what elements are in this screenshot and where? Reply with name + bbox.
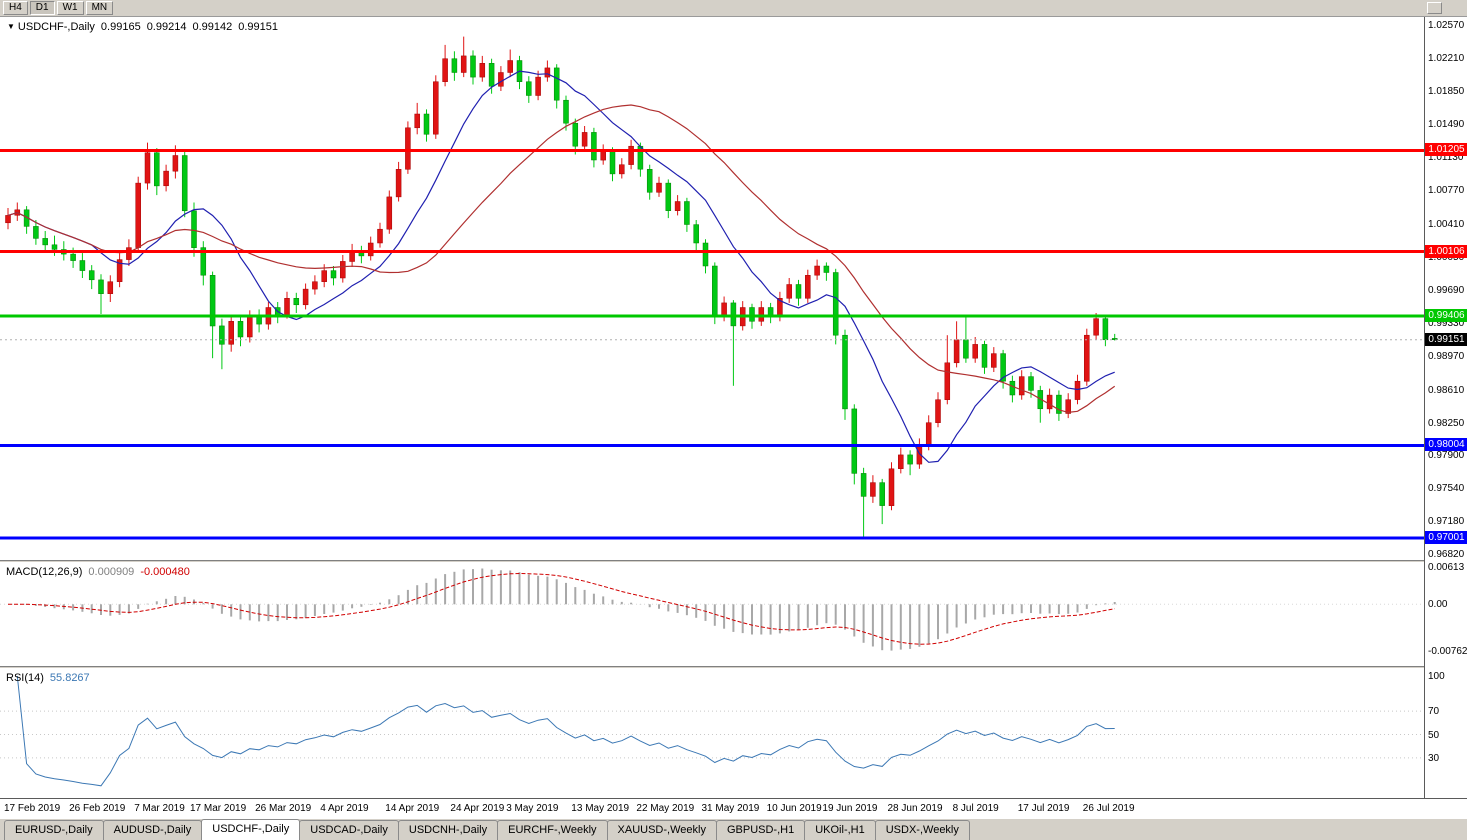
price-chart-canvas[interactable] — [0, 17, 1424, 818]
toolbar-mini-button[interactable] — [1427, 2, 1442, 14]
date-label: 28 Jun 2019 — [887, 803, 943, 814]
timeframe-button-w1[interactable]: W1 — [56, 1, 84, 15]
level-price-badge: 1.00106 — [1425, 244, 1467, 258]
time-axis[interactable]: 17 Feb 2019 26 Feb 2019 7 Mar 2019 17 Mar 2… — [0, 798, 1467, 818]
price-tick: 0.98250 — [1428, 417, 1465, 429]
chart-tab-eurusd-daily[interactable]: EURUSD-,Daily — [4, 820, 104, 840]
chart-tab-gbpusd-h1[interactable]: GBPUSD-,H1 — [715, 820, 806, 840]
macd-main-value: 0.000909 — [88, 566, 135, 578]
date-label: 31 May 2019 — [701, 803, 760, 814]
chart-symbol-label: USDCHF-,Daily — [17, 21, 95, 33]
price-tick: 0.97540 — [1428, 483, 1465, 495]
high-value: 0.99214 — [146, 21, 187, 33]
chart-tab-xauusd-weekly[interactable]: XAUUSD-,Weekly — [606, 820, 717, 840]
level-price-badge: 0.98004 — [1425, 438, 1467, 452]
date-label: 7 Mar 2019 — [134, 803, 185, 814]
chart-tab-usdcad-daily[interactable]: USDCAD-,Daily — [299, 820, 399, 840]
date-label: 17 Mar 2019 — [190, 803, 247, 814]
price-axis[interactable]: 1.02570 1.02210 1.01850 1.01490 1.01130 1.007… — [1424, 17, 1467, 798]
level-price-badge: 1.01205 — [1425, 143, 1467, 157]
date-label: 17 Feb 2019 — [4, 803, 61, 814]
date-label: 17 Jul 2019 — [1017, 803, 1070, 814]
price-tick: 0.99690 — [1428, 284, 1465, 296]
macd-indicator-label: MACD(12,26,9) 0.000909 -0.000480 — [6, 566, 190, 578]
chart-tab-audusd-daily[interactable]: AUDUSD-,Daily — [102, 820, 203, 840]
chart-tab-usdchf-daily[interactable]: USDCHF-,Daily — [201, 819, 301, 840]
macd-tick: -0.00762 — [1428, 645, 1467, 657]
date-label: 4 Apr 2019 — [320, 803, 369, 814]
price-tick: 1.00410 — [1428, 218, 1465, 230]
rsi-tick: 100 — [1428, 671, 1445, 682]
timeframe-button-mn[interactable]: MN — [85, 1, 114, 15]
macd-signal-value: -0.000480 — [140, 566, 190, 578]
open-value: 0.99165 — [100, 21, 141, 33]
date-label: 26 Feb 2019 — [69, 803, 126, 814]
timeframe-button-h4[interactable]: H4 — [3, 1, 28, 15]
price-tick: 1.01850 — [1428, 85, 1465, 97]
date-label: 24 Apr 2019 — [450, 803, 505, 814]
date-label: 8 Jul 2019 — [952, 803, 999, 814]
rsi-tick: 30 — [1428, 752, 1440, 764]
date-label: 14 Apr 2019 — [385, 803, 440, 814]
price-tick: 0.96820 — [1428, 549, 1465, 561]
date-label: 13 May 2019 — [571, 803, 630, 814]
price-tick: 1.01130 — [1428, 152, 1464, 164]
price-tick: 1.00770 — [1428, 185, 1465, 197]
rsi-tick: 70 — [1428, 706, 1440, 718]
price-tick: 1.02210 — [1428, 52, 1465, 64]
date-label: 3 May 2019 — [506, 803, 559, 814]
date-label: 22 May 2019 — [636, 803, 695, 814]
chart-tab-ukoil-h1[interactable]: UKOil-,H1 — [804, 820, 876, 840]
chart-window[interactable]: ▼ USDCHF-,Daily 0.99165 0.99214 0.99142 0.991… — [0, 17, 1467, 818]
symbol-dropdown-icon: ▼ — [7, 22, 15, 31]
level-price-badge: 0.97001 — [1425, 530, 1467, 544]
rsi-name: RSI(14) — [6, 672, 44, 684]
rsi-value: 55.8267 — [49, 672, 90, 684]
chart-tab-usdx-weekly[interactable]: USDX-,Weekly — [874, 820, 970, 840]
level-price-badge: 0.99406 — [1425, 309, 1467, 323]
rsi-indicator-label: RSI(14) 55.8267 — [6, 672, 90, 684]
price-tick: 0.98970 — [1428, 351, 1465, 363]
price-tick: 1.02570 — [1428, 19, 1465, 31]
timeframe-button-d1[interactable]: D1 — [29, 1, 55, 15]
timeframe-toolbar: H4 D1 W1 MN — [0, 0, 1467, 17]
rsi-tick: 50 — [1428, 729, 1440, 741]
price-tick: 0.98610 — [1428, 384, 1465, 396]
macd-tick: 0.00 — [1428, 599, 1448, 611]
macd-name: MACD(12,26,9) — [6, 566, 83, 578]
price-tick: 0.97180 — [1428, 516, 1465, 528]
price-tick: 0.99330 — [1428, 318, 1465, 330]
chart-ohlc-header: ▼ USDCHF-,Daily 0.99165 0.99214 0.99142 0.991… — [7, 21, 278, 33]
close-value: 0.99151 — [238, 21, 278, 33]
chart-tab-eurchf-weekly[interactable]: EURCHF-,Weekly — [497, 820, 608, 840]
chart-tab-bar: EURUSD-,Daily AUDUSD-,Daily USDCHF-,Daily U… — [0, 818, 1467, 840]
chart-tab-usdcnh-daily[interactable]: USDCNH-,Daily — [397, 820, 499, 840]
date-label: 19 Jun 2019 — [822, 803, 878, 814]
current-price-badge: 0.99151 — [1425, 332, 1467, 346]
macd-tick: 0.00613 — [1428, 562, 1465, 574]
low-value: 0.99142 — [192, 21, 233, 33]
date-label: 10 Jun 2019 — [766, 803, 822, 814]
date-label: 26 Mar 2019 — [255, 803, 312, 814]
price-tick: 1.01490 — [1428, 119, 1465, 131]
price-tick: 0.97900 — [1428, 449, 1465, 461]
date-label: 26 Jul 2019 — [1082, 803, 1135, 814]
